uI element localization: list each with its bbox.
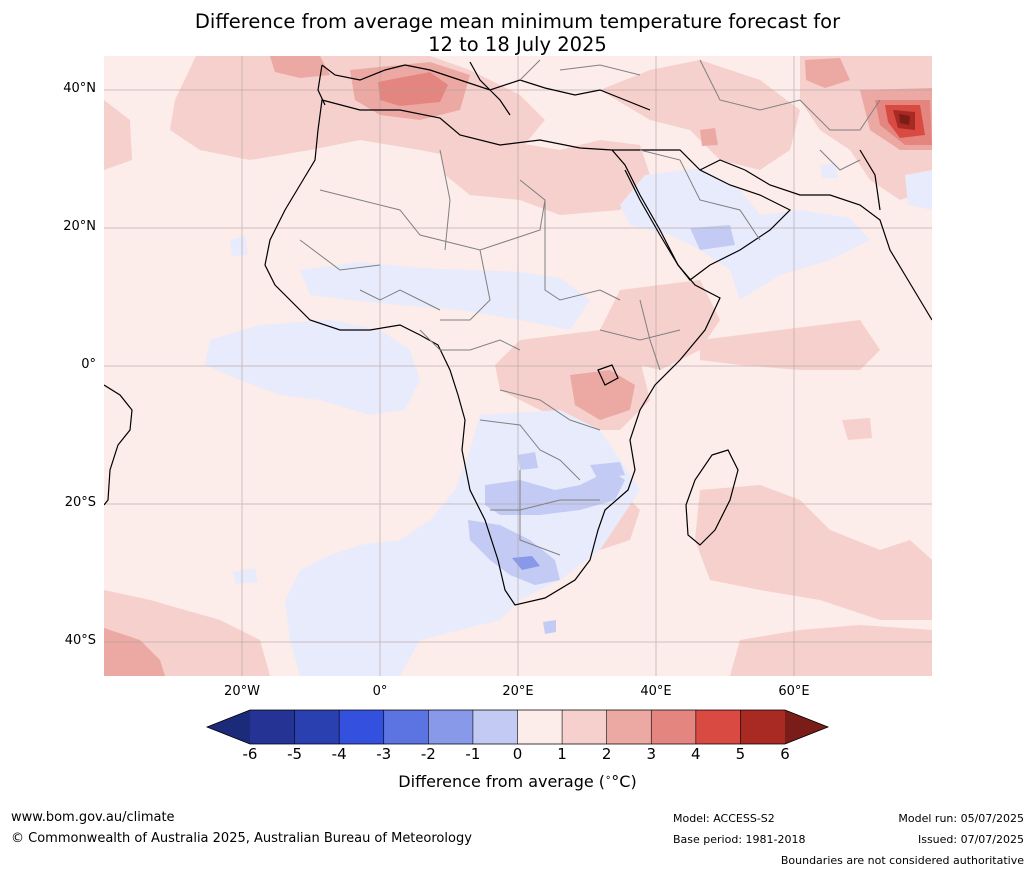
lat-label-20s: 20°S [64,495,96,510]
lat-label-20n: 20°N [63,219,96,234]
footer-base-period: Base period: 1981-2018 [673,833,806,846]
colorbar-segment [472,710,518,744]
lon-label-20e: 20°E [502,684,534,699]
coastlines [104,61,932,606]
footer-website: www.bom.gov.au/climate [11,810,175,825]
colorbar-segment [695,710,741,744]
colorbar-title: Difference from average (∘°C) [398,772,637,791]
colorbar-tick-label: 3 [646,745,657,763]
colorbar-segment [383,710,429,744]
lat-label-40n: 40°N [63,81,96,96]
colorbar [205,709,830,745]
footer-copyright: © Commonwealth of Australia 2025, Austra… [11,831,472,846]
graticule [104,56,932,676]
colorbar-segment [651,710,697,744]
colorbar-segment [517,710,563,744]
colorbar-tick-label: 2 [601,745,612,763]
colorbar-tick-label: -5 [287,745,303,763]
colorbar-tick-label: 5 [735,745,746,763]
lat-label-40s: 40°S [64,633,96,648]
colorbar-tick-label: 6 [780,745,790,763]
chart-title-line1: Difference from average mean minimum tem… [194,10,841,33]
lon-label-40e: 40°E [640,684,672,699]
colorbar-segment [740,710,786,744]
anomaly-shading [104,56,932,676]
colorbar-over-triangle [785,710,828,744]
lon-label-0: 0° [372,684,388,699]
colorbar-label-unit: °C) [611,772,637,791]
footer-disclaimer: Boundaries are not considered authoritat… [780,854,1024,867]
colorbar-tick-label: 0 [512,745,523,763]
colorbar-segment [562,710,608,744]
anomaly-4-to-6 [885,105,925,138]
colorbar-segments [250,710,786,744]
lon-label-20w: 20°W [224,684,260,699]
chart-title-line2: 12 to 18 July 2025 [428,33,607,56]
colorbar-segment [294,710,340,744]
colorbar-label: Difference from average ( [398,772,606,791]
colorbar-tick-label: -6 [242,745,258,763]
colorbar-tick-label: -2 [420,745,436,763]
footer-model: Model: ACCESS-S2 [673,812,775,825]
country-borders [299,59,881,556]
colorbar-segment [339,710,385,744]
lat-label-0: 0° [81,357,96,372]
colorbar-segment [606,710,652,744]
colorbar-tick-label: -1 [465,745,481,763]
anomaly-minus2-to-minus3 [512,556,540,570]
lon-label-60e: 60°E [778,684,810,699]
colorbar-under-triangle [207,710,250,744]
chart-title: Difference from average mean minimum tem… [0,10,1035,56]
colorbar-tick-label: -4 [331,745,347,763]
colorbar-tick-label: 4 [691,745,701,763]
footer-issued: Issued: 07/07/2025 [917,833,1024,846]
colorbar-segment [250,710,296,744]
colorbar-tick-label: 1 [557,745,567,763]
footer-model-run: Model run: 05/07/2025 [898,812,1024,825]
colorbar-segment [428,710,474,744]
colorbar-tick-label: -3 [376,745,392,763]
